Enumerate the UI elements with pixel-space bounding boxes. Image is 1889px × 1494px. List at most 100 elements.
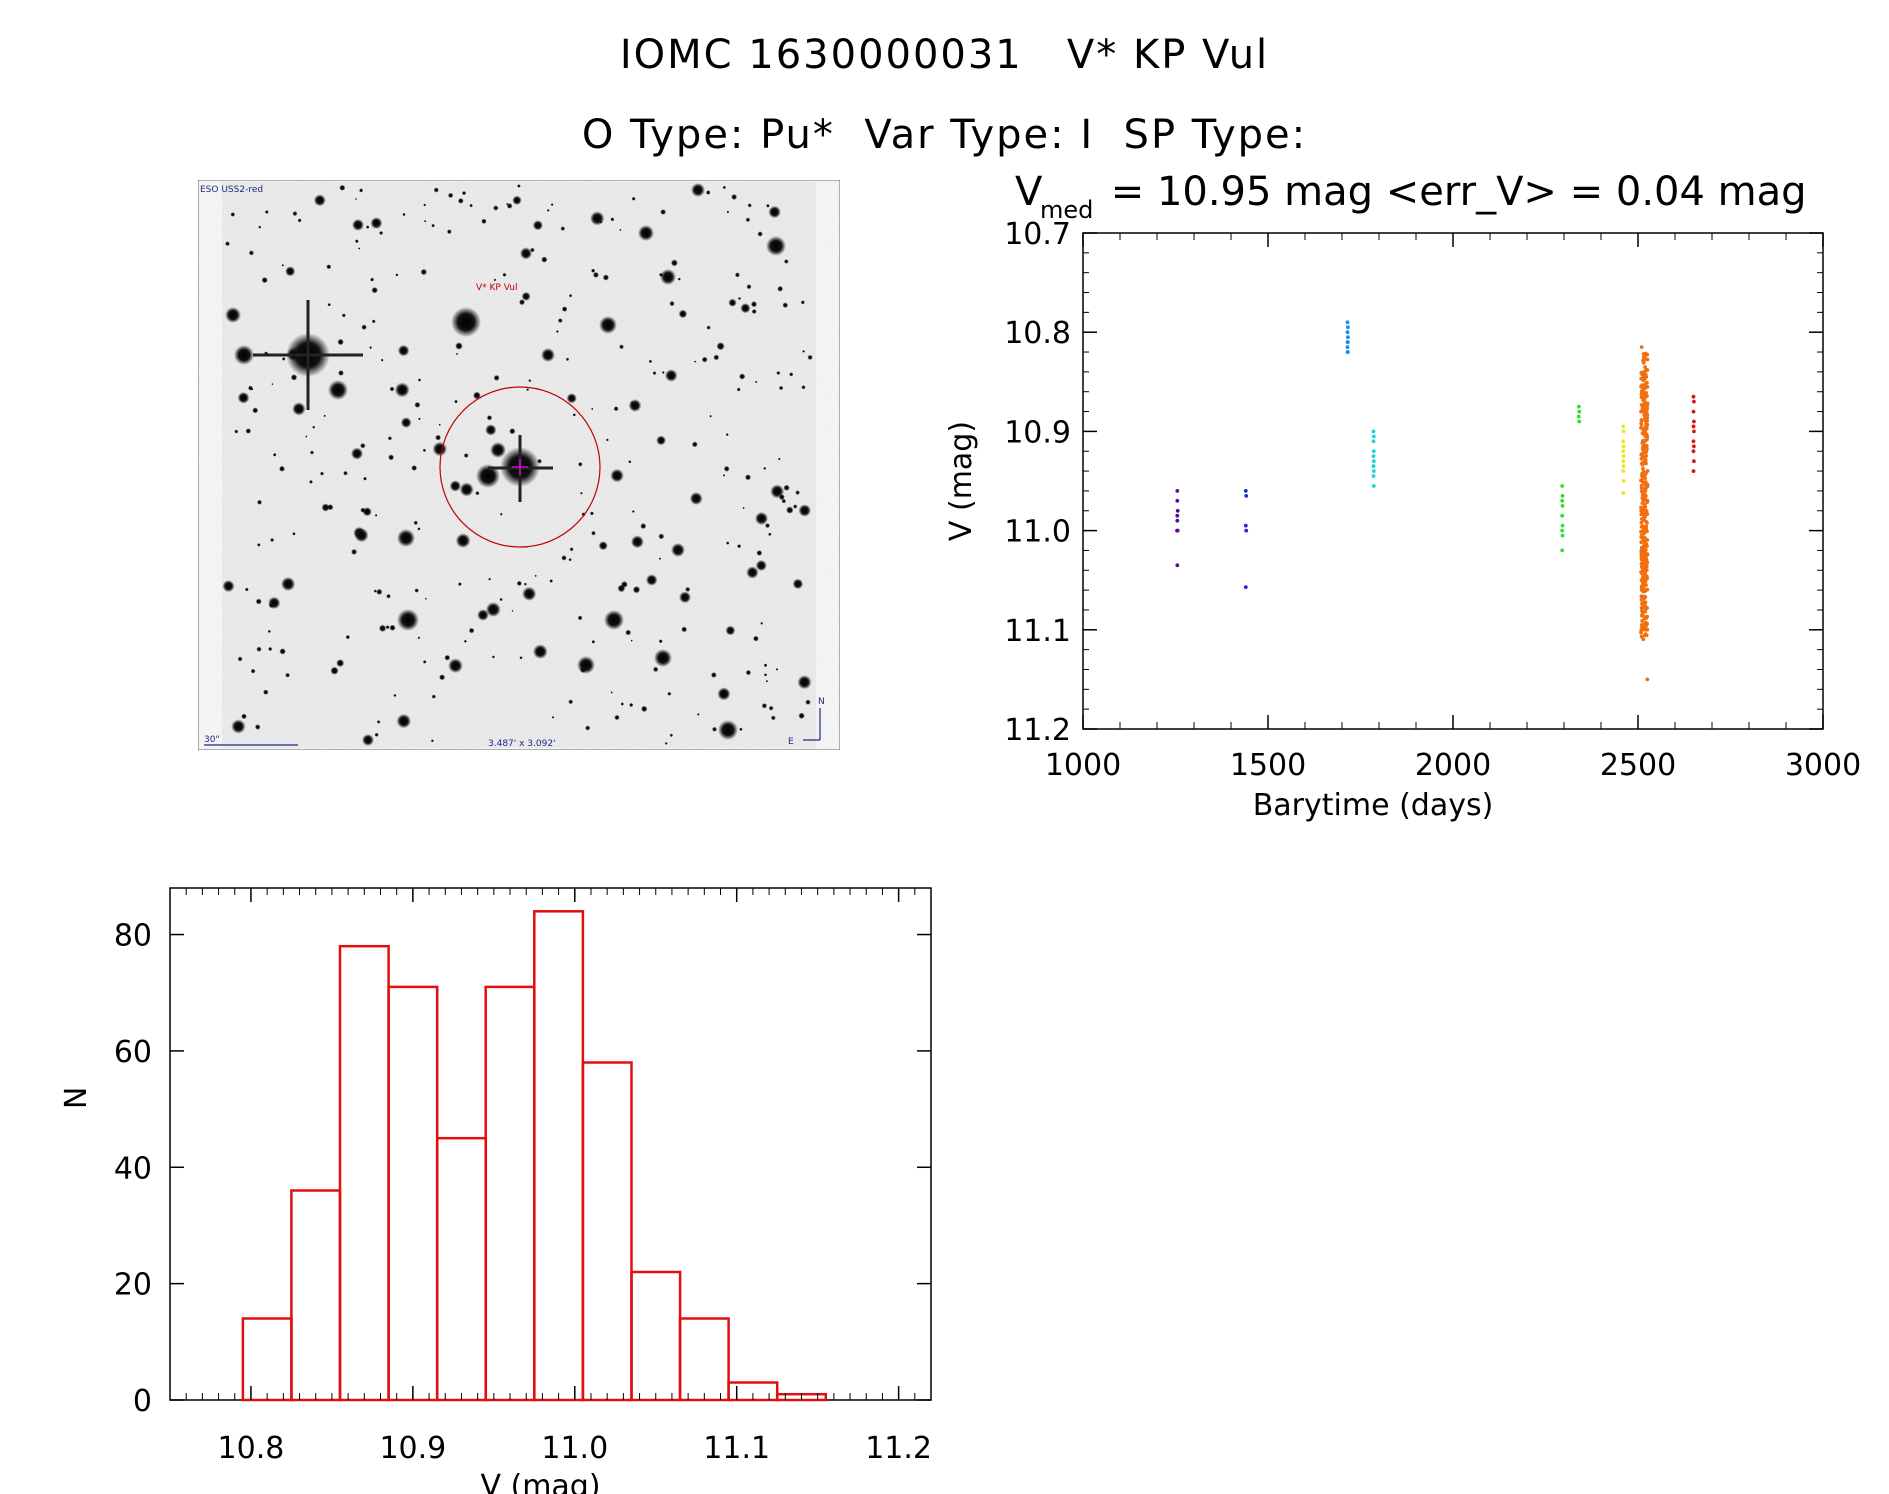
east-label: E: [788, 737, 794, 747]
lc-data-point: [1621, 479, 1626, 483]
lc-plot-frame: [1082, 232, 1824, 730]
fov-label: 3.487' x 3.092': [488, 739, 556, 749]
star: [502, 272, 507, 277]
lc-title: V med = 10.95 mag <err_V> = 0.04 mag: [1015, 169, 1807, 224]
lc-data-point: [1639, 409, 1643, 414]
star: [717, 687, 731, 701]
star: [424, 597, 427, 600]
star: [387, 436, 392, 441]
star: [532, 220, 543, 231]
star: [580, 491, 583, 495]
star: [469, 203, 473, 208]
lc-data-point: [1644, 443, 1649, 448]
star: [776, 371, 781, 375]
chart-title-line1: IOMC 1630000031 V* KP Vul: [619, 32, 1270, 78]
lc-data-point: [1560, 513, 1565, 518]
star: [499, 512, 503, 516]
star: [339, 184, 346, 191]
star: [599, 316, 617, 334]
star: [629, 702, 634, 708]
lc-data-point: [1643, 357, 1648, 361]
lc-data-point: [1641, 487, 1646, 491]
star: [556, 330, 559, 333]
star: [371, 319, 376, 324]
star: [763, 663, 768, 668]
hist-x-tick-label: 11.2: [865, 1431, 932, 1466]
hist-bar: [533, 910, 585, 1402]
lc-data-point: [1692, 399, 1696, 404]
star: [760, 622, 764, 625]
lc-x-tick-label: 2500: [1600, 748, 1676, 783]
lc-data-point: [1639, 565, 1644, 569]
star: [770, 484, 785, 499]
hist-bar: [387, 985, 439, 1402]
hist-y-tick-label: 0: [133, 1384, 152, 1419]
lc-data-point: [1371, 449, 1376, 454]
star: [411, 465, 418, 471]
star: [491, 655, 495, 659]
star: [739, 727, 743, 731]
star: [725, 433, 729, 437]
star: [620, 702, 624, 706]
lc-data-point: [1643, 503, 1647, 507]
lc-data-point: [1371, 454, 1376, 459]
star: [770, 715, 776, 721]
star: [746, 284, 752, 290]
star: [292, 402, 306, 416]
star: [613, 406, 619, 412]
star: [746, 566, 759, 579]
lc-data-point: [1639, 557, 1644, 562]
star: [712, 726, 717, 732]
star: [755, 559, 767, 572]
lc-data-point: [1639, 598, 1644, 602]
star: [664, 369, 678, 382]
lc-data-point: [1639, 585, 1644, 589]
star: [257, 543, 261, 547]
lc-data-point: [1371, 464, 1376, 468]
hist-bar: [241, 1317, 293, 1402]
star: [610, 691, 613, 694]
star: [763, 466, 767, 470]
star: [765, 680, 769, 683]
star: [417, 636, 421, 640]
lc-data-point: [1643, 476, 1647, 480]
lc-data-point: [1640, 602, 1644, 606]
lc-data-point: [1345, 330, 1350, 335]
lc-title-suffix: = 10.95 mag <err_V> = 0.04 mag: [1098, 169, 1807, 215]
lc-data-point: [1244, 494, 1249, 498]
star: [385, 625, 390, 630]
star: [566, 393, 577, 404]
star: [418, 417, 421, 421]
star: [632, 586, 641, 594]
star: [610, 468, 624, 483]
star: [761, 703, 768, 709]
star: [768, 205, 781, 219]
star: [658, 533, 665, 540]
hist-x-tick-label: 11.0: [541, 1431, 608, 1466]
star: [745, 669, 752, 676]
target-label: V* KP Vul: [476, 283, 517, 293]
lc-data-point: [1691, 394, 1696, 399]
lc-data-point: [1640, 524, 1645, 529]
lc-data-point: [1371, 474, 1376, 478]
star: [783, 484, 790, 491]
star: [631, 510, 635, 513]
star: [423, 203, 427, 207]
lc-data-point: [1175, 563, 1180, 568]
lc-data-point: [1643, 351, 1648, 356]
star: [737, 544, 742, 549]
star: [292, 211, 298, 217]
star: [677, 277, 681, 281]
star: [374, 514, 378, 517]
star: [337, 338, 344, 346]
lc-data-point: [1641, 575, 1645, 580]
lc-y-tick-label: 11.1: [1004, 614, 1071, 649]
star: [251, 388, 254, 391]
lc-data-point: [1639, 520, 1644, 525]
star: [250, 668, 256, 674]
star: [734, 272, 740, 278]
star: [463, 453, 469, 458]
star: [352, 218, 364, 231]
star: [546, 209, 550, 212]
star: [661, 371, 665, 374]
